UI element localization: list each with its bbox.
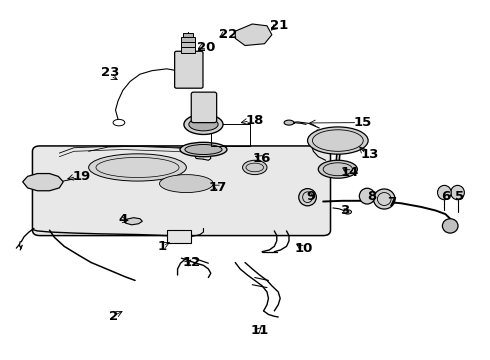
Ellipse shape	[89, 154, 186, 181]
Text: 4: 4	[118, 213, 127, 226]
Text: 12: 12	[182, 256, 200, 269]
Text: 13: 13	[361, 148, 379, 161]
Ellipse shape	[243, 160, 267, 175]
Text: 1: 1	[157, 240, 167, 253]
Text: 16: 16	[253, 152, 271, 165]
Ellipse shape	[318, 160, 357, 178]
Bar	[180, 37, 195, 42]
Text: 6: 6	[441, 190, 450, 203]
FancyBboxPatch shape	[191, 92, 217, 123]
FancyBboxPatch shape	[32, 146, 331, 235]
Text: 3: 3	[341, 204, 350, 217]
Ellipse shape	[180, 142, 227, 157]
Polygon shape	[23, 174, 63, 191]
Bar	[211, 125, 250, 146]
Text: 10: 10	[294, 242, 313, 255]
Text: 21: 21	[270, 19, 288, 32]
Bar	[180, 42, 195, 47]
Bar	[180, 47, 195, 53]
Ellipse shape	[308, 127, 368, 154]
FancyBboxPatch shape	[174, 51, 203, 88]
Ellipse shape	[373, 189, 395, 209]
Text: 23: 23	[101, 66, 120, 79]
Text: 11: 11	[250, 324, 269, 337]
Text: 22: 22	[219, 28, 237, 41]
Text: 2: 2	[108, 310, 118, 324]
Text: 17: 17	[209, 181, 227, 194]
Ellipse shape	[299, 189, 317, 206]
Text: 20: 20	[196, 41, 215, 54]
Text: 18: 18	[245, 114, 264, 127]
Ellipse shape	[343, 210, 351, 214]
Ellipse shape	[451, 185, 465, 200]
Text: 15: 15	[353, 116, 371, 129]
Text: 19: 19	[72, 170, 91, 183]
Text: 7: 7	[387, 196, 396, 209]
Text: 8: 8	[368, 190, 377, 203]
Ellipse shape	[284, 120, 294, 125]
Ellipse shape	[189, 118, 218, 131]
Polygon shape	[125, 218, 143, 225]
Ellipse shape	[159, 175, 213, 193]
Polygon shape	[235, 24, 272, 45]
Text: 14: 14	[341, 166, 359, 179]
Bar	[183, 33, 193, 37]
Ellipse shape	[184, 114, 223, 134]
Ellipse shape	[185, 144, 222, 154]
Ellipse shape	[438, 185, 451, 200]
Bar	[167, 230, 191, 243]
Ellipse shape	[359, 188, 375, 204]
Ellipse shape	[442, 219, 458, 233]
Text: 9: 9	[306, 190, 316, 203]
Text: 5: 5	[455, 190, 465, 203]
